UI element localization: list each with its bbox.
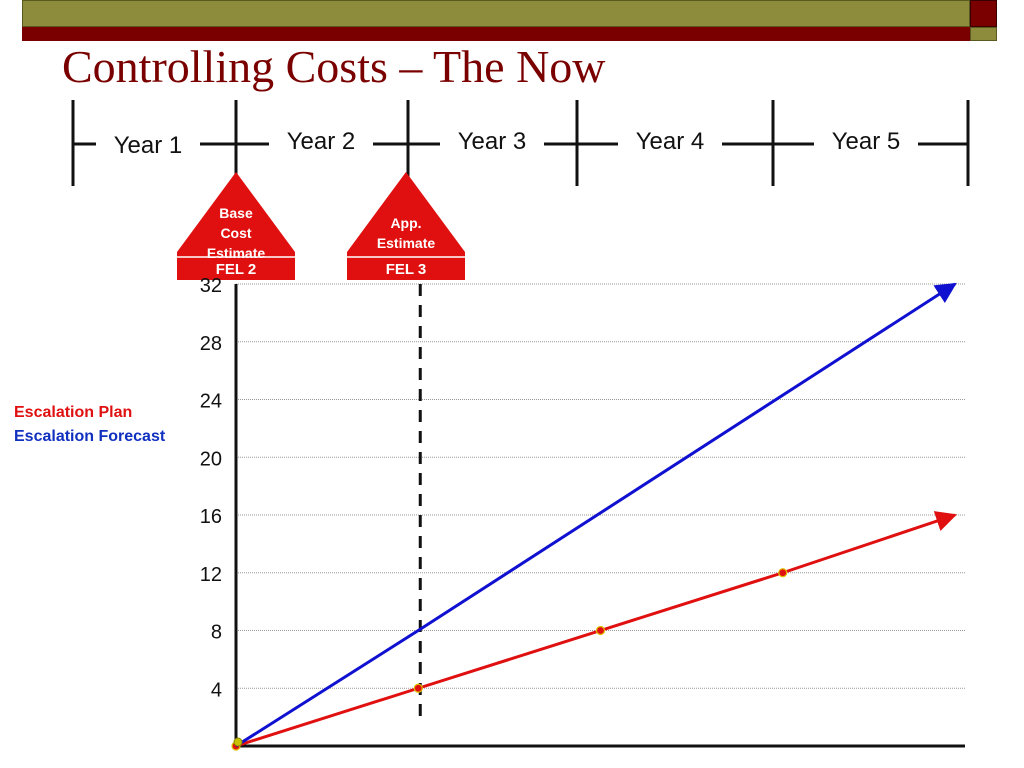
milestone-marker: [347, 172, 465, 280]
milestone-label: App.: [390, 215, 421, 231]
milestone-tag: FEL 2: [216, 261, 257, 278]
data-point-marker: [413, 683, 423, 693]
y-tick-label: 20: [200, 448, 222, 470]
y-tick-label: 12: [200, 564, 222, 586]
header-red-bar: [22, 27, 970, 41]
milestone-label: Estimate: [207, 245, 266, 261]
y-tick-label: 8: [211, 622, 222, 644]
timeline-year-label: Year 3: [458, 128, 527, 155]
milestone-label: Cost: [220, 225, 251, 241]
timeline-year-label: Year 2: [287, 128, 356, 155]
header-olive-bar: [22, 0, 970, 27]
timeline-year-label: Year 1: [114, 132, 183, 159]
milestone-label: Base: [219, 205, 253, 221]
page-title: Controlling Costs – The Now: [62, 41, 606, 92]
data-point-marker: [778, 568, 788, 578]
series-line-escalation-plan: [235, 511, 957, 748]
y-tick-label: 4: [211, 679, 222, 701]
origin-point-marker: [233, 737, 243, 747]
data-point-marker: [595, 625, 606, 636]
y-tick-label: 24: [200, 391, 222, 413]
y-tick-label: 28: [200, 333, 222, 355]
milestone-tag: FEL 3: [386, 261, 427, 278]
y-tick-label: 32: [200, 275, 222, 297]
legend-escalation-plan: Escalation Plan: [14, 404, 133, 421]
legend-escalation-forecast: Escalation Forecast: [14, 428, 166, 445]
header-corner-square-olive: [970, 27, 997, 41]
milestone-marker: [177, 172, 295, 280]
milestone-label: Estimate: [377, 235, 436, 251]
series-line-escalation-forecast: [235, 282, 957, 748]
timeline-year-label: Year 4: [636, 128, 705, 155]
timeline-year-label: Year 5: [832, 128, 901, 155]
y-tick-label: 16: [200, 506, 222, 528]
header-corner-square-red: [970, 0, 997, 27]
